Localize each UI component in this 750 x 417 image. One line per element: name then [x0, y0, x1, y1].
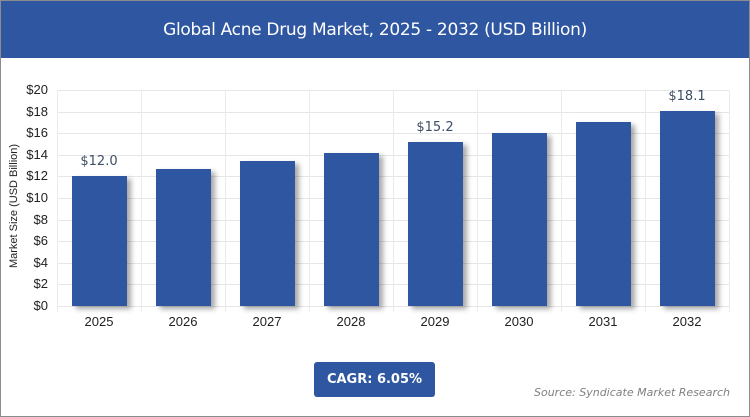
vertical-gridline — [645, 90, 646, 312]
bar-2027 — [240, 161, 295, 306]
data-label: $15.2 — [416, 119, 454, 135]
cagr-badge: CAGR: 6.05% — [314, 362, 435, 397]
bar-2028 — [324, 152, 379, 306]
x-tick-label: 2031 — [588, 314, 618, 329]
plot-area: 2025 $12.0 2026 2027 2028 2029 $15.2 2030 2031 20… — [57, 88, 730, 329]
x-tick-label: 2030 — [504, 314, 534, 329]
vertical-gridline — [561, 90, 562, 312]
y-tick-label: $10 — [26, 190, 48, 205]
x-tick-label: 2026 — [168, 314, 198, 329]
x-tick-label: 2025 — [84, 314, 114, 329]
vertical-gridline — [225, 90, 226, 312]
vertical-gridline — [393, 90, 394, 312]
y-tick-label: $6 — [33, 233, 48, 249]
bar-2032 — [660, 110, 715, 306]
y-tick-label: $0 — [33, 298, 48, 313]
bar-2031 — [576, 122, 631, 306]
bar-2026 — [156, 168, 211, 306]
vertical-gridline — [57, 90, 58, 312]
bar-2029 — [408, 141, 463, 306]
x-tick-label: 2027 — [252, 314, 282, 329]
y-tick-label: $16 — [26, 125, 48, 141]
y-tick-label: $12 — [26, 168, 48, 184]
y-tick-label: $4 — [33, 254, 48, 270]
data-label: $12.0 — [80, 154, 118, 170]
x-tick-label: 2028 — [336, 314, 366, 329]
chart-title: Global Acne Drug Market, 2025 - 2032 (US… — [1, 1, 749, 58]
x-tick-label: 2029 — [420, 314, 450, 329]
vertical-gridline — [309, 90, 310, 312]
y-tick-label: $8 — [33, 211, 48, 227]
source-note: Source: Syndicate Market Research — [534, 386, 730, 399]
bar-2030 — [492, 133, 547, 306]
y-tick-label: $20 — [26, 82, 48, 97]
y-tick-label: $18 — [26, 103, 48, 119]
bar-2025 — [72, 176, 127, 306]
x-tick-label: 2032 — [672, 314, 702, 329]
vertical-gridline — [477, 90, 478, 312]
data-label: $18.1 — [668, 88, 706, 104]
y-tick-label: $14 — [26, 146, 48, 162]
vertical-gridline — [141, 90, 142, 312]
vertical-gridline — [729, 90, 730, 312]
y-tick-label: $2 — [33, 276, 48, 292]
